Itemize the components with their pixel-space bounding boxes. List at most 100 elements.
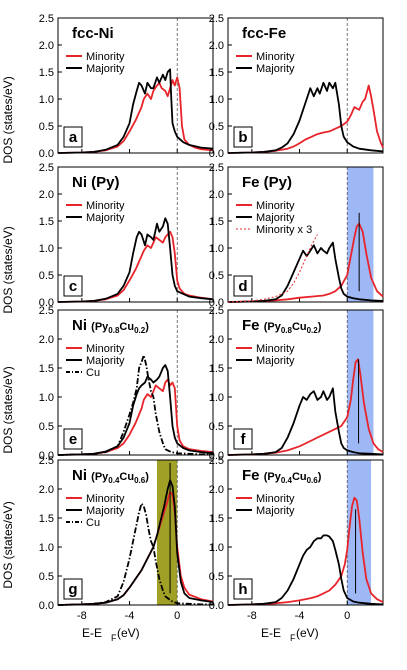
- axes-frame-d: [227, 166, 384, 303]
- y-tick-label-h: 1.0: [209, 542, 224, 554]
- panel-title-g: Ni (Py0.4Cu0.6): [72, 467, 149, 485]
- series-minority-x-3-d: [227, 234, 318, 303]
- legend-label-c: Majority: [86, 212, 125, 224]
- y-tick-label-a: 0.5: [39, 121, 54, 133]
- x-axis-label-right: E-E F (eV): [261, 626, 319, 643]
- legend-label-d: Majority: [256, 212, 295, 224]
- y-tick-label-b: 2.0: [209, 40, 224, 52]
- y-tick-label-g: 0.5: [39, 571, 54, 583]
- series-majority-f: [227, 387, 384, 456]
- panel-letter-box-d: [233, 275, 253, 297]
- y-tick-label-e: 1.5: [39, 363, 54, 375]
- x-tick-label-h: -4: [295, 610, 305, 622]
- legend-label-f: Minority: [256, 343, 295, 355]
- y-tick-label-d: 2.5: [209, 162, 224, 174]
- legend-label-d: Minority: [256, 200, 295, 212]
- panel-f: 0.0 0.5 1.0 1.5 2.0 2.5 Fe (Py0.8Cu0.2) Minorit…: [209, 305, 384, 462]
- axes-frame-f: [227, 309, 384, 456]
- panel-letter-c: c: [69, 278, 77, 295]
- series-majority-g: [57, 479, 214, 606]
- series-minority-c: [57, 230, 214, 303]
- y-tick-label-d: 1.0: [209, 243, 224, 255]
- y-tick-label-h: 2.0: [209, 484, 224, 496]
- y-tick-label-e: 0.5: [39, 421, 54, 433]
- y-tick-label-c: 0.5: [39, 270, 54, 282]
- series-cu-g: [57, 502, 213, 606]
- axes-frame-e: [57, 309, 214, 456]
- x-axis-label-left-unit: (eV): [117, 626, 140, 640]
- x-tick-label-g: -4: [125, 610, 135, 622]
- panel-letter-box-f: [233, 428, 253, 450]
- y-tick-label-h: 0.5: [209, 571, 224, 583]
- legend-label-g: Minority: [86, 493, 125, 505]
- panel-h: 0.0 0.5 1.0 1.5 2.0 2.5 -8 -4 0 Fe (Py0.4Cu0.6) Mi…: [209, 455, 384, 622]
- panel-letter-box-b: [233, 126, 253, 148]
- y-tick-label-d: 2.0: [209, 189, 224, 201]
- y-tick-label-a: 1.0: [39, 94, 54, 106]
- y-tick-label-f: 0.0: [209, 450, 224, 462]
- y-tick-label-g: 1.0: [39, 542, 54, 554]
- panel-g: 0.0 0.5 1.0 1.5 2.0 2.5 -8 -4 0 Ni (Py0.4Cu0.6) Mi…: [39, 455, 214, 622]
- legend-label-e: Cu: [86, 367, 100, 379]
- y-tick-label-f: 1.0: [209, 392, 224, 404]
- y-tick-label-g: 2.0: [39, 484, 54, 496]
- series-minority-e: [57, 378, 214, 456]
- x-tick-label-g: -8: [77, 610, 87, 622]
- panel-b: 0.0 0.5 1.0 1.5 2.0 2.5 fcc-Fe MinorityMajority…: [209, 13, 384, 160]
- axes-frame-a: [57, 17, 214, 154]
- legend-label-e: Minority: [86, 343, 125, 355]
- y-tick-label-a: 2.5: [39, 13, 54, 25]
- series-minority-f: [227, 358, 384, 456]
- series-majority-e: [57, 364, 214, 456]
- legend-label-g: Majority: [86, 505, 125, 517]
- axes-frame-c: [57, 166, 214, 303]
- y-tick-label-f: 0.5: [209, 421, 224, 433]
- y-tick-label-a: 2.0: [39, 40, 54, 52]
- x-axis-label-right-sub: F: [290, 633, 296, 643]
- series-cu-e: [57, 354, 213, 456]
- panel-c: 0.0 0.5 1.0 1.5 2.0 2.5 Ni (Py) MinorityMajorit…: [39, 162, 214, 309]
- panel-letter-a: a: [69, 129, 78, 146]
- y-axis-label-mid: DOS (states/eV): [1, 226, 15, 313]
- x-axis-label-left: E-E F (eV): [82, 626, 140, 643]
- y-tick-label-g: 0.0: [39, 600, 54, 612]
- panel-letter-box-c: [63, 275, 83, 297]
- panel-letter-f: f: [241, 431, 247, 448]
- y-tick-label-f: 1.5: [209, 363, 224, 375]
- legend-label-h: Minority: [256, 493, 295, 505]
- panel-d: 0.0 0.5 1.0 1.5 2.0 2.5 Fe (Py) MinorityMajorit…: [209, 162, 384, 309]
- panel-title-e: Ni (Py0.8Cu0.2): [72, 317, 149, 335]
- series-majority-b: [227, 81, 384, 154]
- y-tick-label-b: 0.0: [209, 148, 224, 160]
- legend-label-h: Majority: [256, 505, 295, 517]
- energy-band-d: [347, 167, 374, 302]
- y-tick-label-b: 2.5: [209, 13, 224, 25]
- x-tick-label-h: 0: [344, 610, 350, 622]
- legend-label-g: Cu: [86, 517, 100, 529]
- y-tick-label-c: 1.5: [39, 216, 54, 228]
- y-tick-label-a: 0.0: [39, 148, 54, 160]
- panel-letter-box-e: [63, 428, 83, 450]
- y-tick-label-b: 1.0: [209, 94, 224, 106]
- y-axis-label-mid2: DOS (states/eV): [1, 366, 15, 453]
- panel-a: 0.0 0.5 1.0 1.5 2.0 2.5 fcc-Ni MinorityMajority…: [39, 13, 214, 160]
- y-tick-label-e: 2.0: [39, 334, 54, 346]
- panel-letter-e: e: [69, 431, 77, 448]
- y-tick-label-g: 1.5: [39, 513, 54, 525]
- panel-title-c: Ni (Py): [72, 174, 120, 191]
- x-axis-label-left-main: E-E: [82, 626, 102, 640]
- panel-letter-box-h: [233, 578, 253, 600]
- y-tick-label-f: 2.5: [209, 305, 224, 317]
- panel-letter-d: d: [238, 278, 247, 295]
- y-tick-label-g: 2.5: [39, 455, 54, 467]
- y-tick-label-c: 0.0: [39, 297, 54, 309]
- panel-letter-b: b: [238, 129, 247, 146]
- y-tick-label-h: 1.5: [209, 513, 224, 525]
- panel-letter-g: g: [68, 581, 77, 598]
- legend-label-e: Majority: [86, 355, 125, 367]
- panel-title-b: fcc-Fe: [242, 25, 286, 42]
- x-tick-label-h: -8: [247, 610, 257, 622]
- y-tick-label-b: 0.5: [209, 121, 224, 133]
- panel-title-h: Fe (Py0.4Cu0.6): [242, 467, 322, 485]
